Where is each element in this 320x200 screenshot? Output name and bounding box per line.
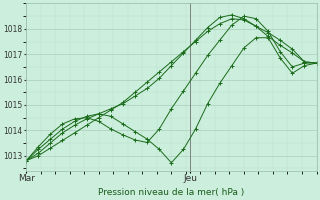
X-axis label: Pression niveau de la mer( hPa ): Pression niveau de la mer( hPa ): [98, 188, 244, 197]
